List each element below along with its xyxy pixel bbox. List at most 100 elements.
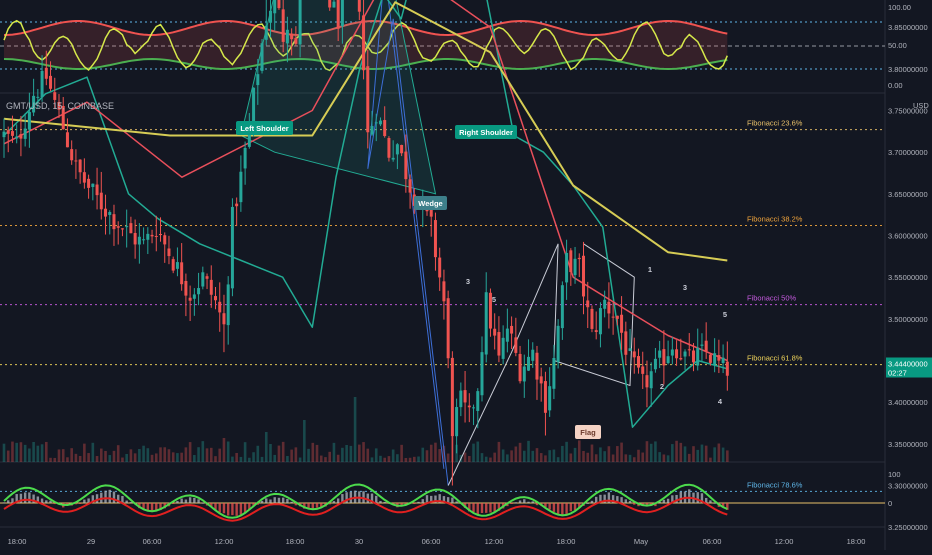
candle-body (10, 131, 14, 136)
macd-histogram-bar (709, 500, 712, 503)
candle (438, 247, 442, 291)
candle-body (586, 300, 590, 308)
candle (624, 321, 628, 365)
price-tick-label: 3.25000000 (888, 523, 928, 532)
macd-histogram-bar (248, 503, 251, 510)
candle-body (53, 92, 57, 100)
candle (687, 333, 691, 357)
candle-body (675, 349, 679, 359)
volume-bar (556, 457, 560, 462)
candle (374, 113, 378, 142)
candle-body (192, 294, 196, 299)
macd-histogram-bar (155, 503, 158, 511)
volume-bar (577, 440, 581, 462)
candle-body (552, 357, 556, 389)
time-tick-label: 12:00 (775, 537, 794, 546)
candle (582, 241, 586, 315)
candle (180, 243, 184, 291)
candle (700, 333, 704, 362)
candle-body (214, 296, 217, 301)
time-tick-label: 12:00 (485, 537, 504, 546)
volume-bar (116, 445, 120, 462)
volume-bar (607, 446, 611, 462)
candle (543, 371, 547, 436)
macd-histogram-bar (129, 502, 133, 504)
price-tick-label: 3.80000000 (888, 65, 928, 74)
volume-bar (561, 445, 564, 462)
volume-bar (569, 453, 573, 462)
macd-histogram-bar (7, 500, 10, 503)
volume-bar (2, 443, 6, 462)
macd-histogram-bar (184, 499, 188, 503)
flag-label-bg (575, 425, 601, 439)
candle (501, 325, 505, 365)
candle (108, 210, 112, 235)
macd-histogram-bar (294, 503, 298, 506)
volume-bar (429, 444, 433, 462)
volume-bar (328, 451, 332, 462)
volume-bar (645, 441, 649, 462)
candle-body (624, 331, 628, 355)
candle (395, 143, 399, 170)
macd-histogram-bar (163, 503, 166, 509)
volume-bar (687, 453, 691, 462)
volume-bar (36, 445, 40, 462)
volume-bar (260, 456, 264, 462)
candle (40, 55, 44, 102)
candle-body (493, 328, 497, 336)
volume-bar (421, 447, 425, 462)
candle (387, 136, 391, 162)
volume-bar (345, 444, 348, 462)
macd-histogram-bar (172, 503, 175, 504)
volume-bar (91, 442, 95, 462)
candle-body (459, 390, 463, 408)
flag-label-text: Flag (580, 428, 596, 437)
volume-bar (713, 447, 716, 462)
macd-histogram-bar (472, 503, 475, 513)
candle-body (400, 144, 404, 154)
candle (65, 118, 69, 148)
fibonacci-levels: Fibonacci 0%Fibonacci 23.6%Fibonacci 38.… (0, 119, 885, 492)
macd-histogram-bar (480, 503, 484, 514)
candle-body (133, 232, 137, 245)
macd-histogram-bar (531, 501, 534, 503)
volume-bar (6, 450, 10, 462)
volume-bar (171, 452, 175, 462)
currency-label: USD (913, 101, 929, 110)
macd-histogram-bar (413, 503, 416, 504)
candle-body (201, 272, 205, 287)
volume-bar (150, 454, 154, 462)
macd-histogram-bar (95, 494, 99, 503)
macd-histogram-bar (87, 498, 90, 503)
candle (61, 97, 65, 130)
candle (99, 171, 103, 220)
volume-bar (396, 454, 399, 462)
time-tick-label: 18:00 (847, 537, 866, 546)
candle-body (628, 348, 632, 351)
macd-histogram-bar (590, 500, 594, 503)
candle-body (99, 192, 103, 210)
macd-histogram-bar (214, 503, 217, 511)
candle (717, 339, 721, 374)
volume-bar (83, 443, 86, 462)
candle-body (247, 124, 251, 147)
candle (214, 287, 217, 310)
macd-histogram-bar (514, 502, 518, 504)
candle (264, 0, 268, 46)
candle-body (268, 10, 272, 23)
candle-body (260, 43, 264, 71)
candle (721, 344, 725, 374)
volume-bar (290, 449, 293, 462)
candle-body (15, 136, 19, 139)
price-tick-label: 3.65000000 (888, 190, 928, 199)
volume-bar (23, 444, 27, 462)
macd-histogram-bar (19, 493, 23, 503)
macd-histogram-bar (226, 503, 230, 516)
volume-bar (480, 453, 484, 462)
volume-bar (709, 457, 712, 462)
candle (708, 353, 712, 366)
macd-histogram-bar (383, 501, 386, 503)
candlesticks (2, 0, 729, 486)
candle (277, 0, 281, 10)
